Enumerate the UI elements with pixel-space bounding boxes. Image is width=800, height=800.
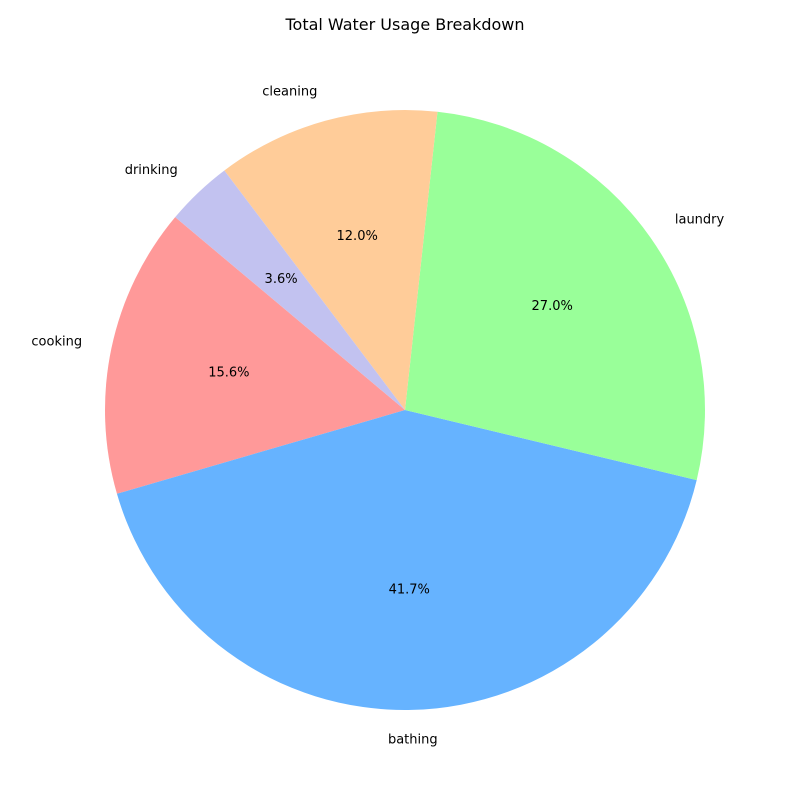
- slice-percent-cooking: 15.6%: [208, 365, 249, 380]
- pie-labels: cooking 15.6% bathing 41.7% laundry 27.0% clea…: [31, 84, 724, 747]
- pie-slice-bathing: [116, 410, 697, 710]
- pie-slice-drinking: [175, 170, 405, 410]
- slice-label-drinking: drinking: [125, 163, 178, 178]
- slice-percent-cleaning: 12.0%: [337, 229, 378, 244]
- slice-label-cooking: cooking: [31, 335, 82, 350]
- slice-percent-laundry: 27.0%: [532, 299, 573, 314]
- pie-slice-cleaning: [224, 109, 438, 410]
- pie-slice-laundry: [405, 111, 705, 481]
- slice-label-cleaning: cleaning: [262, 84, 317, 99]
- pie-slices: [105, 109, 705, 710]
- slice-label-laundry: laundry: [675, 213, 725, 228]
- chart-title: Total Water Usage Breakdown: [284, 15, 524, 34]
- slice-label-bathing: bathing: [388, 732, 438, 747]
- slice-percent-drinking: 3.6%: [265, 272, 298, 287]
- pie-slice-cooking: [105, 217, 405, 494]
- slice-percent-bathing: 41.7%: [389, 582, 430, 597]
